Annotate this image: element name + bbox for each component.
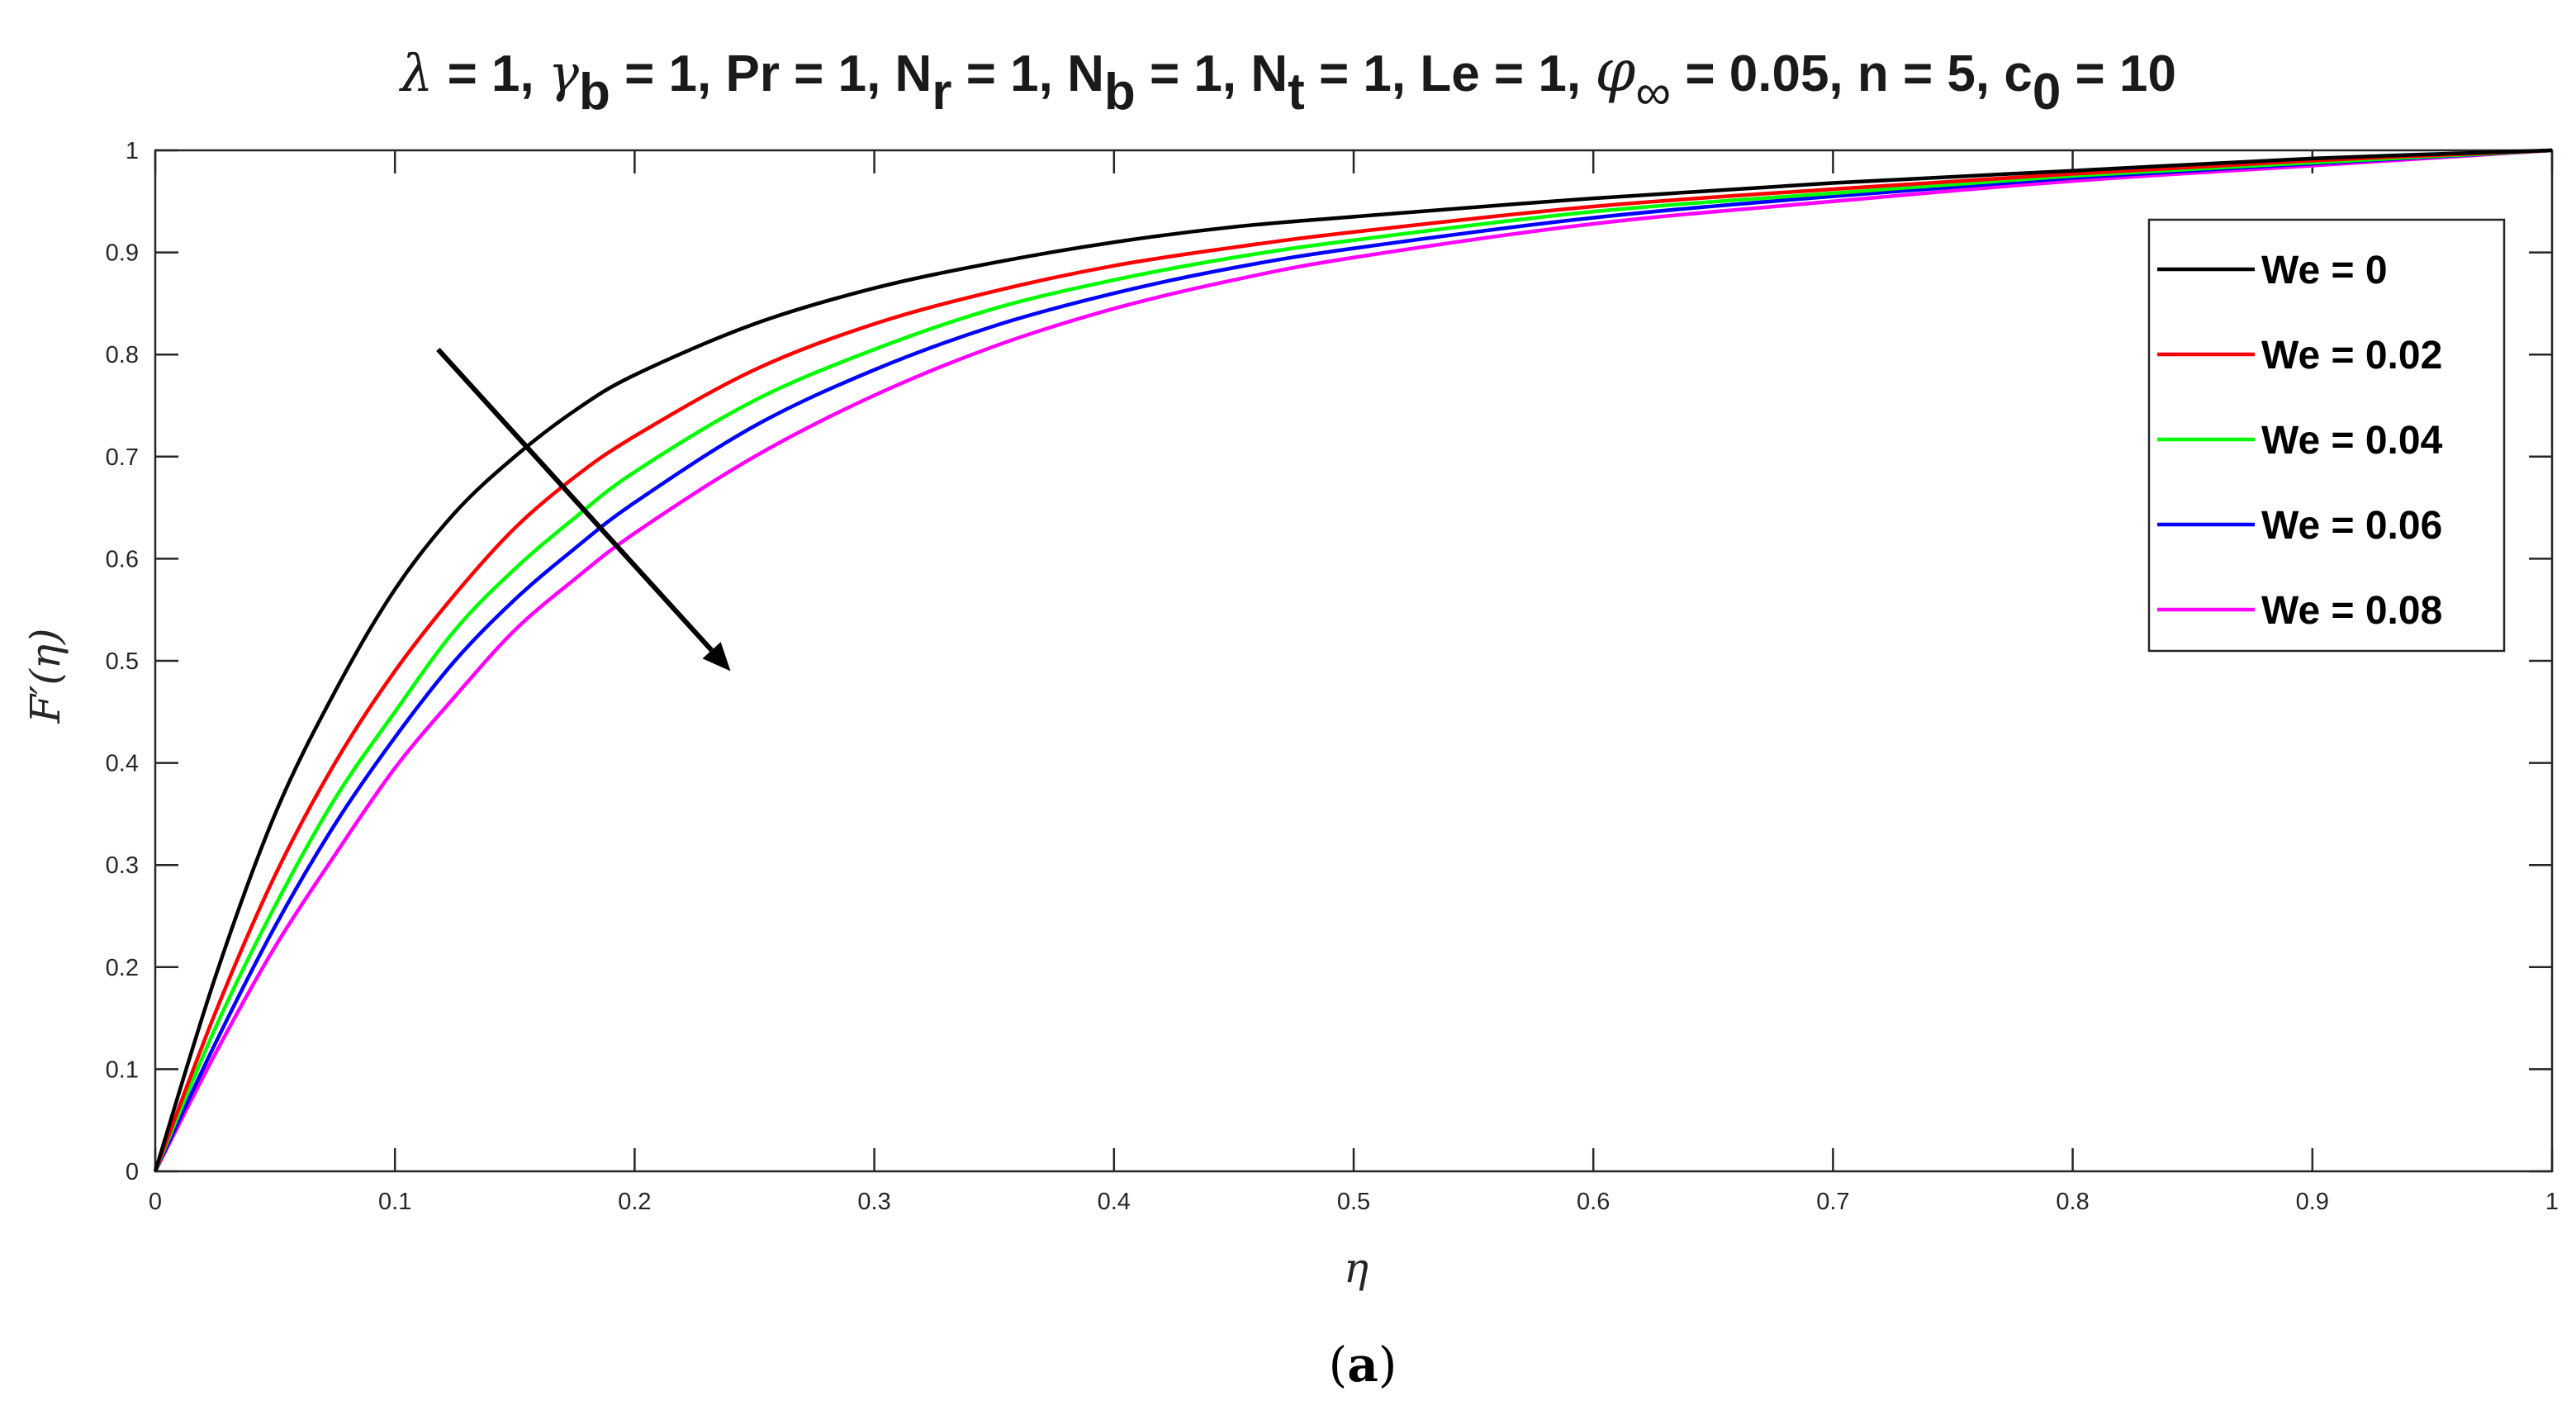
title-value: = 1,: [1480, 45, 1596, 102]
legend: We = 0 We = 0.02 We = 0.04 We = 0.06 We = 0.…: [2147, 218, 2506, 653]
x-tick-label: 0.5: [1337, 1189, 1370, 1215]
x-tick-label: 0.2: [618, 1189, 651, 1215]
y-tick-label: 0.4: [106, 751, 139, 777]
x-tick-label: 0.7: [1816, 1189, 1849, 1215]
x-tick-label: 1: [2545, 1189, 2559, 1215]
trend-arrow-head: [702, 642, 731, 672]
x-tick-label: 0.6: [1577, 1189, 1610, 1215]
title-value: = 1,: [780, 45, 895, 102]
title-value: = 1,: [1305, 45, 1421, 102]
title-value: = 1,: [1136, 45, 1251, 102]
title-value: = 5,: [1889, 45, 2004, 102]
title-value: = 1,: [433, 45, 548, 102]
title-value: = 0.05,: [1671, 45, 1857, 102]
x-tick-label: 0.9: [2296, 1189, 2329, 1215]
x-tick-label: 0.1: [378, 1189, 411, 1215]
caption-letter: a: [1347, 1337, 1378, 1393]
title-symbol: λ: [398, 43, 433, 103]
y-tick-label: 1: [126, 138, 139, 164]
axis-tick-labels: 0 0.1 0.2 0.3 0.4 0.5 0.6 0.7 0.8 0.9 1 0 0.1 0.2 0.3 0…: [106, 138, 2559, 1215]
y-tick-label: 0.7: [106, 444, 139, 471]
title-subscript: b: [579, 64, 610, 121]
y-tick-label: 0.2: [106, 955, 139, 981]
trend-arrow-shaft: [436, 348, 714, 653]
title-symbol: c: [2004, 45, 2032, 102]
legend-label: We = 0.06: [2261, 504, 2442, 548]
legend-label: We = 0.08: [2261, 589, 2442, 633]
y-tick-label: 0.6: [106, 546, 139, 572]
y-tick-label: 0.1: [106, 1057, 139, 1083]
caption-close-paren: ): [1378, 1337, 1397, 1393]
title-symbol: φ: [1595, 37, 1635, 105]
title-value: = 1,: [951, 45, 1067, 102]
y-tick-label: 0.8: [106, 342, 139, 368]
axis-ticks: [154, 149, 2554, 1173]
title-symbol: Le: [1420, 45, 1479, 102]
title-symbol: N: [1250, 45, 1288, 102]
y-tick-label: 0.9: [106, 240, 139, 267]
title-subscript: 0: [2033, 64, 2061, 121]
legend-entries: We = 0 We = 0.02 We = 0.04 We = 0.06 We = 0.…: [2157, 249, 2443, 633]
legend-label: We = 0.02: [2261, 334, 2442, 377]
legend-label: We = 0: [2261, 249, 2388, 292]
title-symbol: N: [895, 45, 932, 102]
title-symbol: Pr: [725, 45, 779, 102]
series-lines: [153, 148, 2553, 1173]
title-symbol: γ: [548, 43, 580, 103]
series-line: [153, 148, 2553, 1172]
y-tick-label: 0.5: [106, 648, 139, 675]
series-line: [153, 148, 2553, 1172]
x-tick-label: 0.4: [1098, 1189, 1131, 1215]
plot-area: 0 0.1 0.2 0.3 0.4 0.5 0.6 0.7 0.8 0.9 1 0 0.1 0.2 0.3 0…: [106, 138, 2559, 1215]
title-subscript: t: [1288, 64, 1305, 121]
title-symbol: N: [1067, 45, 1104, 102]
caption-open-paren: (: [1329, 1337, 1348, 1393]
x-tick-label: 0.3: [857, 1189, 890, 1215]
y-axis-label: F′(η): [21, 628, 69, 724]
y-tick-label: 0.3: [106, 852, 139, 879]
series-line: [153, 148, 2553, 1172]
x-axis-label: η: [1344, 1244, 1369, 1292]
series-line: [153, 148, 2553, 1172]
x-tick-label: 0.8: [2056, 1189, 2089, 1215]
title-subscript: b: [1104, 64, 1136, 121]
title-value: = 10: [2061, 45, 2176, 102]
trend-arrow: [436, 348, 731, 672]
title-subscript: ∞: [1635, 64, 1671, 120]
legend-label: We = 0.04: [2261, 419, 2443, 463]
title-symbol: n: [1857, 45, 1889, 102]
x-tick-label: 0: [149, 1189, 162, 1215]
legend-box: [2147, 218, 2506, 653]
y-tick-label: 0: [126, 1159, 139, 1185]
series-line: [153, 148, 2553, 1173]
chart-title: λ = 1, γb = 1, Pr = 1, Nr = 1, Nb = 1, N…: [398, 37, 2176, 121]
figure-caption: (a): [1329, 1337, 1397, 1393]
title-subscript: r: [932, 64, 951, 121]
title-value: = 1,: [610, 45, 726, 102]
